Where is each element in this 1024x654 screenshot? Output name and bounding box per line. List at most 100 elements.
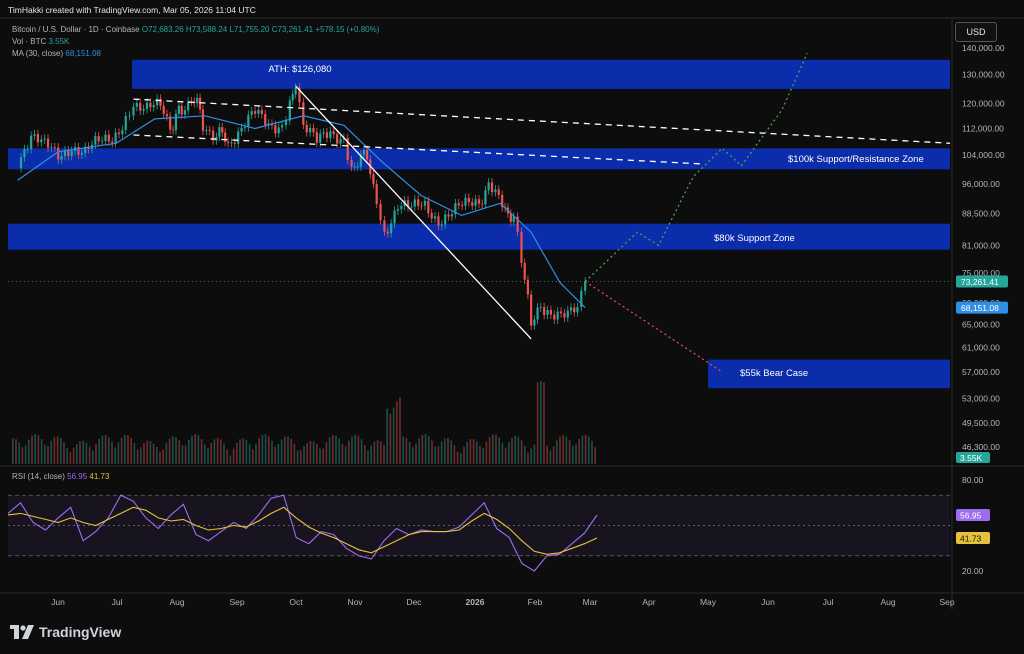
volume-bar (341, 443, 344, 464)
volume-bar (108, 437, 110, 464)
volume-bar (85, 442, 88, 464)
candle-body (70, 150, 73, 156)
candle-body (165, 113, 169, 117)
time-tick: Aug (169, 597, 184, 607)
time-tick: Jul (823, 597, 834, 607)
volume-bar (533, 444, 536, 464)
creator-credit: TimHakki created with TradingView.com, M… (8, 5, 256, 15)
time-tick: Jun (761, 597, 775, 607)
volume-bar (53, 437, 56, 464)
volume-bar (104, 435, 107, 464)
candle-body (177, 105, 180, 114)
time-tick: Jul (112, 597, 123, 607)
volume-bar (360, 439, 363, 464)
volume-bar (412, 447, 414, 464)
candle-body (218, 127, 221, 137)
candle-body (386, 231, 389, 234)
volume-bar (242, 438, 244, 464)
ma-price-tag-bg (956, 301, 1008, 314)
candle-body (221, 127, 224, 133)
volume-bar (319, 448, 321, 464)
volume-bar (357, 435, 360, 464)
candle-body (208, 129, 211, 131)
volume-bar (469, 438, 472, 464)
volume-value: 3.55K (48, 37, 70, 46)
volume-bar (268, 436, 270, 464)
volume-bar (520, 440, 523, 464)
volume-bar (399, 397, 401, 464)
candle-body (400, 206, 403, 210)
volume-bar (136, 449, 139, 464)
volume-bar (252, 449, 254, 464)
candle-body (77, 147, 80, 155)
candle-body (447, 214, 450, 217)
zone-2 (8, 223, 950, 250)
candle-body (477, 199, 481, 204)
candle-body (427, 200, 430, 214)
candle-body (329, 131, 332, 139)
volume-bar (66, 448, 68, 464)
volume-bar (15, 439, 17, 464)
candle-body (84, 146, 87, 153)
candle-body (224, 132, 227, 142)
candle-body (471, 202, 474, 206)
candle-body (430, 213, 433, 219)
volume-bar (562, 435, 564, 464)
candle-body (454, 203, 457, 215)
candle-body (406, 200, 410, 208)
volume-bar (380, 441, 382, 464)
volume-bar (114, 447, 116, 464)
volume-bar (527, 452, 529, 464)
last-price-tag: 73,261.41 (961, 277, 999, 287)
candle-body (444, 214, 447, 225)
volume-bar (447, 438, 449, 464)
price-tick: 88,500.00 (962, 208, 1000, 218)
volume-bar (328, 437, 331, 464)
volume-tag: 3.55K (960, 453, 983, 463)
volume-bar (149, 440, 152, 464)
candle-body (298, 87, 301, 103)
candle-body (322, 132, 325, 134)
candle-body (497, 189, 500, 195)
time-tick: Nov (347, 597, 363, 607)
volume-bar (434, 446, 436, 464)
volume-bar (450, 440, 452, 464)
volume-bar (376, 440, 379, 464)
candle-body (145, 102, 149, 110)
time-tick: 2026 (466, 597, 485, 607)
volume-bar (335, 435, 337, 464)
volume-bar (293, 443, 296, 464)
volume-bar (431, 440, 433, 464)
volume-bar (133, 442, 136, 464)
candle-body (121, 130, 124, 135)
volume-bar (248, 444, 251, 464)
volume-bar (264, 434, 267, 464)
candle-body (490, 182, 494, 193)
bull-path-line (584, 52, 808, 282)
volume-bar (18, 442, 20, 464)
volume-bar (364, 444, 366, 464)
candle-body (325, 132, 329, 139)
volume-bar (130, 437, 132, 464)
volume-bar (588, 436, 590, 464)
candle-body (277, 127, 280, 134)
volume-bar (306, 443, 308, 464)
candle-body (139, 102, 142, 111)
volume-bar (591, 440, 593, 464)
volume-bar (88, 446, 91, 464)
price-tick: 57,000.00 (962, 367, 1000, 377)
candle-body (520, 231, 523, 263)
volume-bar (437, 446, 440, 464)
volume-bar (460, 453, 462, 464)
volume-bar (261, 434, 264, 464)
symbol-title: Bitcoin / U.S. Dollar · 1D · Coinbase (12, 25, 140, 34)
ma-price-tag: 68,151.08 (961, 303, 999, 313)
candle-body (30, 135, 33, 149)
volume-bar (37, 435, 40, 464)
currency-button[interactable]: USD (955, 22, 997, 42)
candle-body (423, 200, 427, 206)
volume-bar (204, 444, 206, 464)
ma-legend: MA (30, close) 68,151.08 (12, 49, 101, 58)
volume-bar (168, 438, 171, 464)
